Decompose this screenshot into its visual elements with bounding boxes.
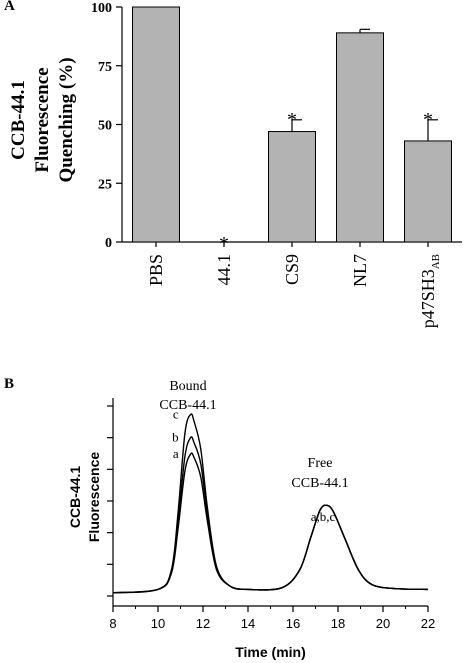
bar: [268, 131, 316, 243]
category-label: CS9: [282, 254, 302, 285]
series-label-a: a: [173, 446, 179, 461]
panel-a-ytick-label: 75: [98, 60, 112, 75]
panel-b-ylabel: CCB-44.1 Fluorescence: [67, 452, 102, 542]
category-label: NL7: [350, 254, 370, 287]
panel-a-bars: * * *: [132, 6, 452, 255]
panel-b-series-labels: abc: [172, 407, 179, 462]
free-series-label: a,b,c: [311, 509, 336, 524]
panel-a: A CCB-44.1 Fluorescence Quenching (%) 0 2…: [4, 0, 462, 328]
panel-a-ytick-label: 100: [91, 1, 112, 16]
panel-b-xtick-label: 22: [421, 616, 435, 631]
panel-b-ylabel-line-2: Fluorescence: [86, 452, 102, 542]
panel-a-ylabel-line-2: Fluorescence: [32, 67, 53, 172]
panel-b-xtick-label: 16: [286, 616, 300, 631]
bar: [132, 6, 180, 243]
panel-a-category-labels: PBS 44.1 CS9 NL7 p47SH3AB: [146, 254, 442, 328]
panel-b-xtick-label: 20: [376, 616, 390, 631]
panel-a-ytick-label: 0: [105, 236, 112, 251]
panel-a-label: A: [4, 0, 15, 14]
panel-b-xlabel: Time (min): [235, 644, 306, 660]
panel-b-xtick-label: 18: [331, 616, 345, 631]
panel-b-ylabel-line-1: CCB-44.1: [67, 466, 83, 528]
panel-a-ylabel-line-3: Quenching (%): [56, 57, 77, 182]
series-label-b: b: [172, 430, 179, 445]
category-label: p47SH3AB: [418, 254, 442, 328]
significance-marker: *: [219, 233, 229, 255]
series-line-c: [112, 413, 429, 594]
panel-a-ytick-label: 25: [98, 177, 112, 192]
significance-marker: *: [423, 109, 433, 131]
panel-b-xtick-label: 14: [241, 616, 255, 631]
category-label: 44.1: [214, 254, 234, 286]
free-annotation: Free CCB-44.1 a,b,c: [291, 456, 348, 524]
series-line-b: [112, 436, 429, 594]
panel-a-ylabel: CCB-44.1 Fluorescence Quenching (%): [8, 57, 77, 182]
bar: [404, 140, 452, 243]
bound-annotation: Bound CCB-44.1: [159, 379, 216, 413]
panel-a-ytick-label: 50: [98, 119, 112, 134]
series-label-c: c: [173, 407, 179, 422]
panel-b-label: B: [4, 376, 14, 392]
free-label-line-1: Free: [308, 456, 333, 471]
panel-b-xtick-label: 8: [109, 616, 116, 631]
panel-b-series: [112, 413, 429, 594]
panel-b-axes: 8 10 12 14 16 18 20 22 Time (min): [107, 398, 435, 660]
significance-marker: *: [287, 109, 297, 131]
category-label: PBS: [146, 254, 166, 286]
free-label-line-2: CCB-44.1: [291, 476, 348, 491]
panel-b-xtick-label: 12: [196, 616, 210, 631]
bound-label-line-2: CCB-44.1: [159, 398, 216, 413]
series-line-a: [112, 452, 429, 594]
bar: [336, 32, 384, 243]
panel-b-xtick-label: 10: [151, 616, 165, 631]
bound-label-line-1: Bound: [169, 379, 206, 394]
panel-b: B CCB-44.1 Fluorescence 8 10 12 14 16 18 20 22 T…: [4, 376, 435, 660]
panel-a-ylabel-line-1: CCB-44.1: [8, 80, 29, 160]
